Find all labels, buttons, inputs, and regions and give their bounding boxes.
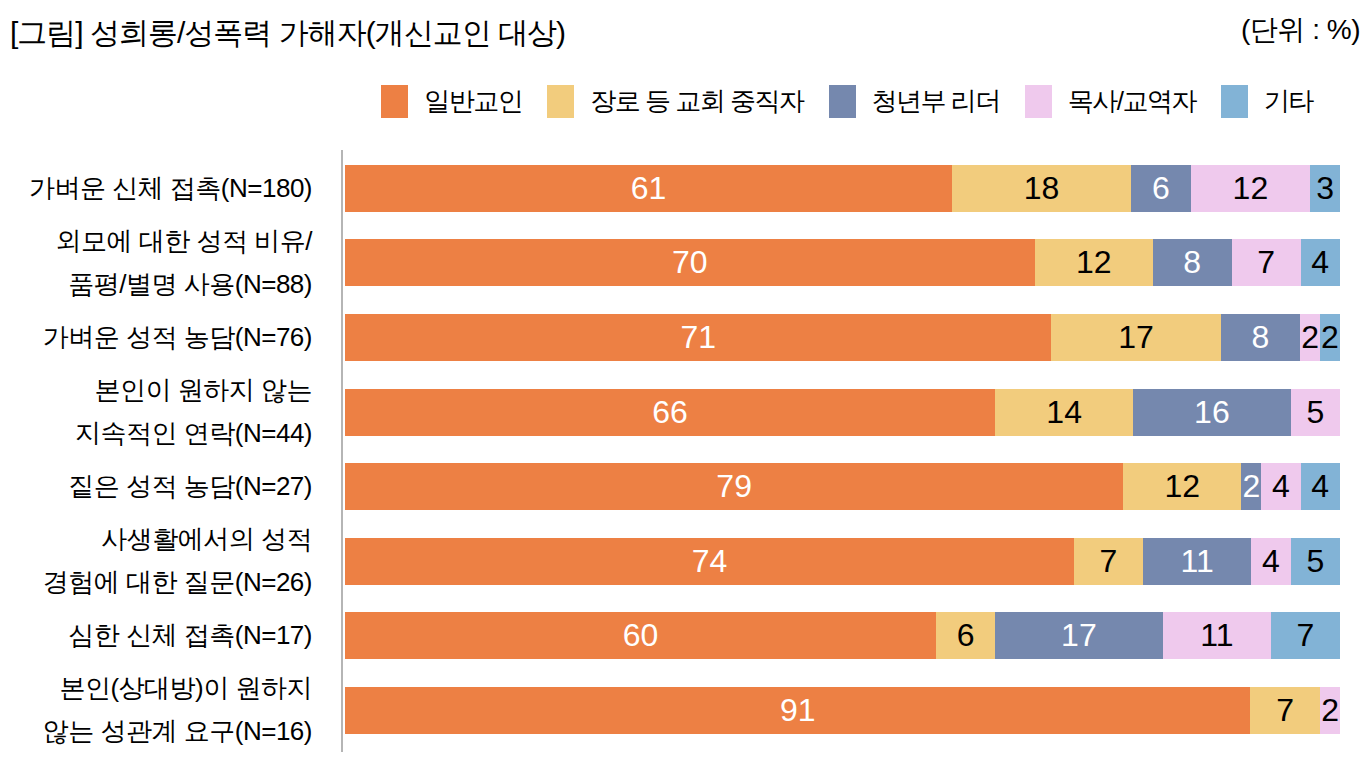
chart-row-5: 짙은 성적 농담(N=27) 7912244 [0, 449, 1370, 524]
bar-segment: 79 [345, 463, 1123, 510]
bar-segment: 7 [1250, 687, 1320, 734]
bar-segment: 14 [995, 389, 1133, 436]
legend-item-2: 장로 등 교회 중직자 [547, 84, 803, 119]
bar-segment: 12 [1035, 239, 1153, 286]
stacked-bar: 7912244 [345, 463, 1340, 510]
bar-segment: 11 [1163, 612, 1271, 659]
legend-label: 일반교인 [424, 84, 522, 119]
category-label: 가벼운 신체 접촉(N=180) [0, 167, 312, 210]
legend-label: 목사/교역자 [1068, 84, 1196, 119]
bar-segment: 4 [1261, 463, 1300, 510]
bar-segment: 3 [1310, 165, 1340, 212]
bar-segment: 7 [1232, 239, 1301, 286]
chart-title: [그림] 성희롱/성폭력 가해자(개신교인 대상) [10, 13, 565, 54]
legend: 일반교인 장로 등 교회 중직자 청년부 리더 목사/교역자 기타 [381, 84, 1313, 119]
bar-segment: 5 [1291, 389, 1340, 436]
stacked-bar: 6614165 [345, 389, 1340, 436]
bar-segment: 2 [1241, 463, 1261, 510]
legend-swatch [381, 85, 408, 118]
bar-segment: 12 [1123, 463, 1241, 510]
stacked-bar: 61186123 [345, 165, 1340, 212]
bar-segment: 91 [345, 687, 1250, 734]
category-label: 본인이 원하지 않는지속적인 연락(N=44) [0, 369, 312, 455]
bar-segment: 70 [345, 239, 1035, 286]
bar-segment: 17 [1051, 314, 1220, 361]
legend-label: 기타 [1264, 84, 1313, 119]
bar-segment: 8 [1221, 314, 1301, 361]
category-label: 사생활에서의 성적경험에 대한 질문(N=26) [0, 518, 312, 604]
bar-segment: 5 [1291, 538, 1340, 585]
chart-row-1: 가벼운 신체 접촉(N=180) 61186123 [0, 151, 1370, 226]
legend-item-1: 일반교인 [381, 84, 522, 119]
legend-label: 청년부 리더 [872, 84, 1000, 119]
stacked-bar: 9172 [345, 687, 1340, 734]
legend-item-3: 청년부 리더 [829, 84, 1000, 119]
axis-line [341, 150, 343, 752]
bar-segment: 66 [345, 389, 995, 436]
bar-segment: 11 [1143, 538, 1251, 585]
bar-segment: 18 [952, 165, 1131, 212]
category-label: 심한 신체 접촉(N=17) [0, 614, 312, 657]
chart-page: [그림] 성희롱/성폭력 가해자(개신교인 대상) (단위 : %) 일반교인 장… [0, 0, 1370, 768]
bar-segment: 71 [345, 314, 1051, 361]
bar-segment: 61 [345, 165, 952, 212]
chart-area: 가벼운 신체 접촉(N=180)61186123외모에 대한 성적 비유/품평/… [0, 151, 1370, 748]
stacked-bar: 60617117 [345, 612, 1340, 659]
stacked-bar: 7471145 [345, 538, 1340, 585]
legend-item-4: 목사/교역자 [1025, 84, 1196, 119]
bar-segment: 7 [1271, 612, 1340, 659]
bar-segment: 4 [1251, 538, 1290, 585]
legend-swatch [1025, 85, 1052, 118]
legend-swatch [547, 85, 574, 118]
bar-segment: 2 [1320, 314, 1340, 361]
bar-segment: 7 [1074, 538, 1143, 585]
legend-label: 장로 등 교회 중직자 [590, 84, 803, 119]
category-label: 외모에 대한 성적 비유/품평/별명 사용(N=88) [0, 220, 312, 306]
chart-row-8: 본인(상대방)이 원하지않는 성관계 요구(N=16)9172 [0, 673, 1370, 748]
stacked-bar: 7117822 [345, 314, 1340, 361]
category-label: 본인(상대방)이 원하지않는 성관계 요구(N=16) [0, 667, 312, 753]
bar-segment: 2 [1300, 314, 1320, 361]
chart-row-7: 심한 신체 접촉(N=17) 60617117 [0, 599, 1370, 674]
bar-segment: 6 [1131, 165, 1191, 212]
chart-row-2: 외모에 대한 성적 비유/품평/별명 사용(N=88)7012874 [0, 226, 1370, 301]
bar-segment: 12 [1191, 165, 1310, 212]
bar-segment: 8 [1153, 239, 1232, 286]
legend-swatch [1221, 85, 1248, 118]
category-label: 가벼운 성적 농담(N=76) [0, 316, 312, 359]
bar-segment: 60 [345, 612, 936, 659]
stacked-bar: 7012874 [345, 239, 1340, 286]
bar-segment: 74 [345, 538, 1074, 585]
bar-segment: 16 [1133, 389, 1291, 436]
bar-segment: 2 [1320, 687, 1340, 734]
legend-swatch [829, 85, 856, 118]
legend-item-5: 기타 [1221, 84, 1313, 119]
bar-segment: 4 [1301, 239, 1340, 286]
chart-row-4: 본인이 원하지 않는지속적인 연락(N=44)6614165 [0, 375, 1370, 450]
bar-segment: 4 [1301, 463, 1340, 510]
category-label: 짙은 성적 농담(N=27) [0, 465, 312, 508]
unit-label: (단위 : %) [1241, 11, 1360, 49]
chart-row-3: 가벼운 성적 농담(N=76) 7117822 [0, 300, 1370, 375]
chart-row-6: 사생활에서의 성적경험에 대한 질문(N=26)7471145 [0, 524, 1370, 599]
bar-segment: 17 [995, 612, 1162, 659]
bar-segment: 6 [936, 612, 995, 659]
